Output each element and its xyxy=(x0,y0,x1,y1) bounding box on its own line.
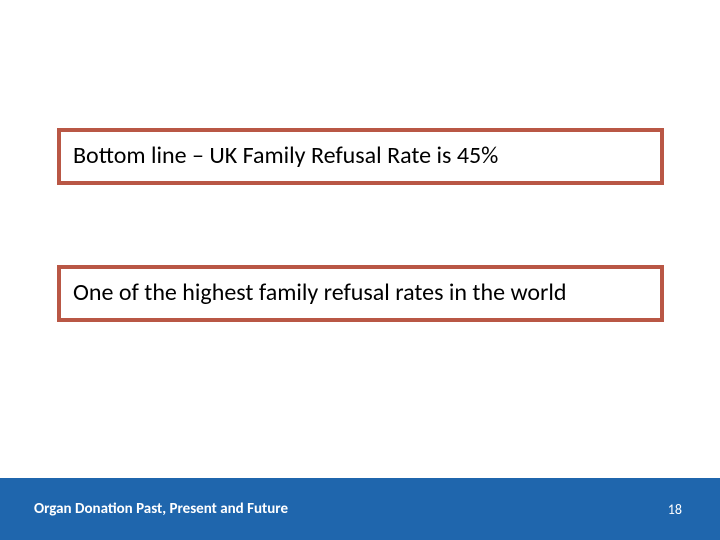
callout-box-1: Bottom line – UK Family Refusal Rate is … xyxy=(57,128,664,185)
slide: Bottom line – UK Family Refusal Rate is … xyxy=(0,0,720,540)
footer-title: Organ Donation Past, Present and Future xyxy=(34,500,288,518)
callout-text-2: One of the highest family refusal rates … xyxy=(73,279,567,308)
footer-bar: Organ Donation Past, Present and Future … xyxy=(0,478,720,540)
callout-text-1: Bottom line – UK Family Refusal Rate is … xyxy=(73,142,498,171)
page-number: 18 xyxy=(668,501,682,518)
callout-box-2: One of the highest family refusal rates … xyxy=(57,265,664,322)
